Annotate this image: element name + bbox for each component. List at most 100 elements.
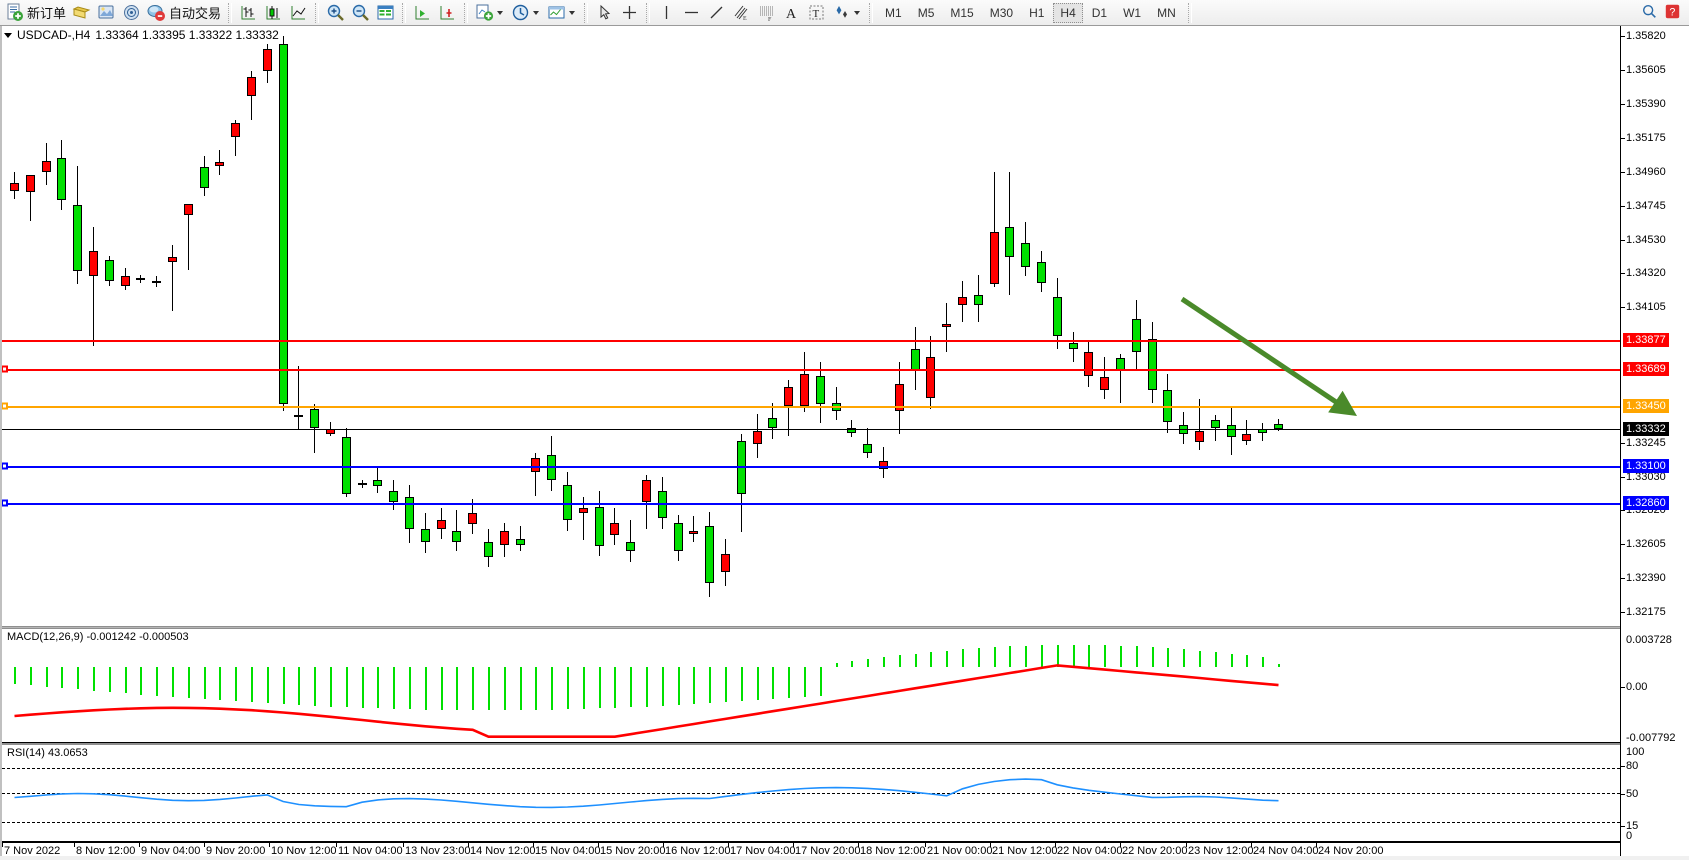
pivot-label[interactable]: 1.33450 bbox=[1623, 399, 1669, 413]
candle-body[interactable] bbox=[357, 483, 367, 486]
bearish-arrow[interactable] bbox=[2, 26, 1620, 626]
chevron-down-icon[interactable] bbox=[497, 10, 504, 15]
candle-body[interactable] bbox=[689, 530, 699, 534]
candle-body[interactable] bbox=[894, 383, 904, 411]
candle-body[interactable] bbox=[800, 374, 809, 406]
resistance-2-label[interactable]: 1.33689 bbox=[1623, 362, 1669, 376]
candle-body[interactable] bbox=[278, 43, 288, 405]
candle-body[interactable] bbox=[926, 356, 936, 398]
candle-body[interactable] bbox=[989, 231, 999, 285]
candle-body[interactable] bbox=[152, 280, 162, 283]
macd-pane[interactable]: MACD(12,26,9) -0.001242 -0.000503 bbox=[2, 630, 1620, 743]
candle-body[interactable] bbox=[973, 295, 983, 305]
timeframe-mn-button[interactable]: MN bbox=[1157, 5, 1176, 20]
price-pane[interactable] bbox=[2, 26, 1620, 626]
candle-body[interactable] bbox=[578, 508, 588, 514]
candle-body[interactable] bbox=[310, 408, 320, 428]
candle-body[interactable] bbox=[1084, 352, 1094, 376]
candle-body[interactable] bbox=[752, 431, 762, 444]
candle-body[interactable] bbox=[420, 529, 430, 542]
candle-body[interactable] bbox=[563, 484, 572, 520]
timeframe-d1-button[interactable]: D1 bbox=[1091, 5, 1108, 20]
line-chart-button[interactable] bbox=[286, 1, 311, 25]
new-order-button[interactable]: 新订单 bbox=[2, 1, 69, 25]
current-price-label[interactable]: 1.33332 bbox=[1623, 422, 1669, 436]
candle-body[interactable] bbox=[1242, 434, 1252, 441]
candle-body[interactable] bbox=[1052, 296, 1062, 337]
candle-body[interactable] bbox=[1100, 377, 1110, 390]
period-button[interactable] bbox=[508, 1, 544, 25]
candle-body[interactable] bbox=[168, 257, 177, 262]
candle-body[interactable] bbox=[104, 260, 114, 281]
shapes-button[interactable] bbox=[829, 1, 865, 25]
candle-body[interactable] bbox=[199, 167, 209, 188]
chevron-down-icon[interactable] bbox=[854, 10, 861, 15]
candle-body[interactable] bbox=[499, 530, 509, 545]
rsi-pane[interactable]: RSI(14) 43.0653 bbox=[2, 746, 1620, 842]
pane-separator-2[interactable] bbox=[2, 743, 1689, 745]
candle-body[interactable] bbox=[1226, 424, 1236, 438]
candle-body[interactable] bbox=[1163, 389, 1173, 422]
crosshair-button[interactable] bbox=[617, 1, 642, 25]
auto-scroll-button[interactable] bbox=[435, 1, 460, 25]
candle-body[interactable] bbox=[294, 415, 304, 418]
timeframe-m15-button[interactable]: M15 bbox=[950, 5, 974, 20]
candle-body[interactable] bbox=[705, 525, 715, 583]
candle-body[interactable] bbox=[594, 506, 604, 547]
trendline-button[interactable] bbox=[704, 1, 729, 25]
candle-body[interactable] bbox=[262, 48, 272, 71]
candle-body[interactable] bbox=[389, 491, 399, 503]
candle-body[interactable] bbox=[484, 541, 493, 558]
candle-body[interactable] bbox=[183, 203, 193, 215]
candle-body[interactable] bbox=[41, 160, 51, 172]
candle-body[interactable] bbox=[1021, 243, 1031, 267]
time-scale[interactable]: 7 Nov 2022 8 Nov 12:00 9 Nov 04:00 9 Nov 20… bbox=[2, 842, 1620, 860]
pivot-line-handle[interactable] bbox=[2, 402, 8, 410]
zoom-in-button[interactable] bbox=[323, 1, 348, 25]
search-icon[interactable] bbox=[1641, 3, 1660, 22]
resistance-line-1[interactable] bbox=[2, 340, 1620, 342]
candle-body[interactable] bbox=[405, 497, 414, 530]
candle-body[interactable] bbox=[673, 522, 683, 552]
chevron-down-icon[interactable] bbox=[533, 10, 540, 15]
candle-body[interactable] bbox=[452, 530, 462, 542]
candle-body[interactable] bbox=[910, 348, 920, 371]
candle-body[interactable] bbox=[942, 323, 952, 327]
cursor-button[interactable] bbox=[592, 1, 617, 25]
candle-body[interactable] bbox=[815, 375, 825, 405]
candle-body[interactable] bbox=[784, 386, 794, 406]
pane-separator-1[interactable] bbox=[2, 626, 1689, 629]
candle-body[interactable] bbox=[626, 541, 636, 552]
vertical-line-button[interactable] bbox=[654, 1, 679, 25]
support-line-1-handle[interactable] bbox=[2, 462, 8, 470]
candle-body[interactable] bbox=[247, 77, 256, 97]
chart-menu-icon[interactable] bbox=[4, 32, 12, 38]
candle-body[interactable] bbox=[768, 418, 778, 428]
support-2-label[interactable]: 1.32860 bbox=[1623, 496, 1669, 510]
resistance-1-label[interactable]: 1.33877 bbox=[1623, 333, 1669, 347]
candle-body[interactable] bbox=[847, 427, 857, 433]
fibonacci-button[interactable]: F bbox=[754, 1, 779, 25]
candle-body[interactable] bbox=[958, 296, 967, 305]
timeframe-w1-button[interactable]: W1 bbox=[1123, 5, 1142, 20]
candle-body[interactable] bbox=[436, 519, 446, 530]
chart-window[interactable]: USDCAD-,H4 1.33364 1.33395 1.33322 1.333… bbox=[0, 26, 1689, 860]
chevron-down-icon[interactable] bbox=[569, 10, 576, 15]
autotrade-button[interactable]: 自动交易 bbox=[144, 1, 224, 25]
candle-body[interactable] bbox=[326, 429, 335, 435]
data-window-button[interactable] bbox=[373, 1, 398, 25]
candle-body[interactable] bbox=[1147, 339, 1157, 390]
candle-body[interactable] bbox=[642, 480, 651, 503]
candle-body[interactable] bbox=[89, 250, 98, 277]
support-line-1[interactable] bbox=[2, 466, 1620, 468]
candle-body[interactable] bbox=[10, 182, 19, 191]
candle-body[interactable] bbox=[879, 461, 888, 469]
candle-body[interactable] bbox=[1131, 318, 1141, 353]
candle-body[interactable] bbox=[468, 513, 478, 525]
current-price-line[interactable] bbox=[2, 429, 1620, 430]
profiles-button[interactable] bbox=[94, 1, 119, 25]
timeframe-h4-button[interactable]: H4 bbox=[1053, 2, 1083, 23]
chart-shift-button[interactable] bbox=[410, 1, 435, 25]
help-icon[interactable]: ? bbox=[1664, 3, 1683, 22]
candle-body[interactable] bbox=[863, 443, 873, 454]
